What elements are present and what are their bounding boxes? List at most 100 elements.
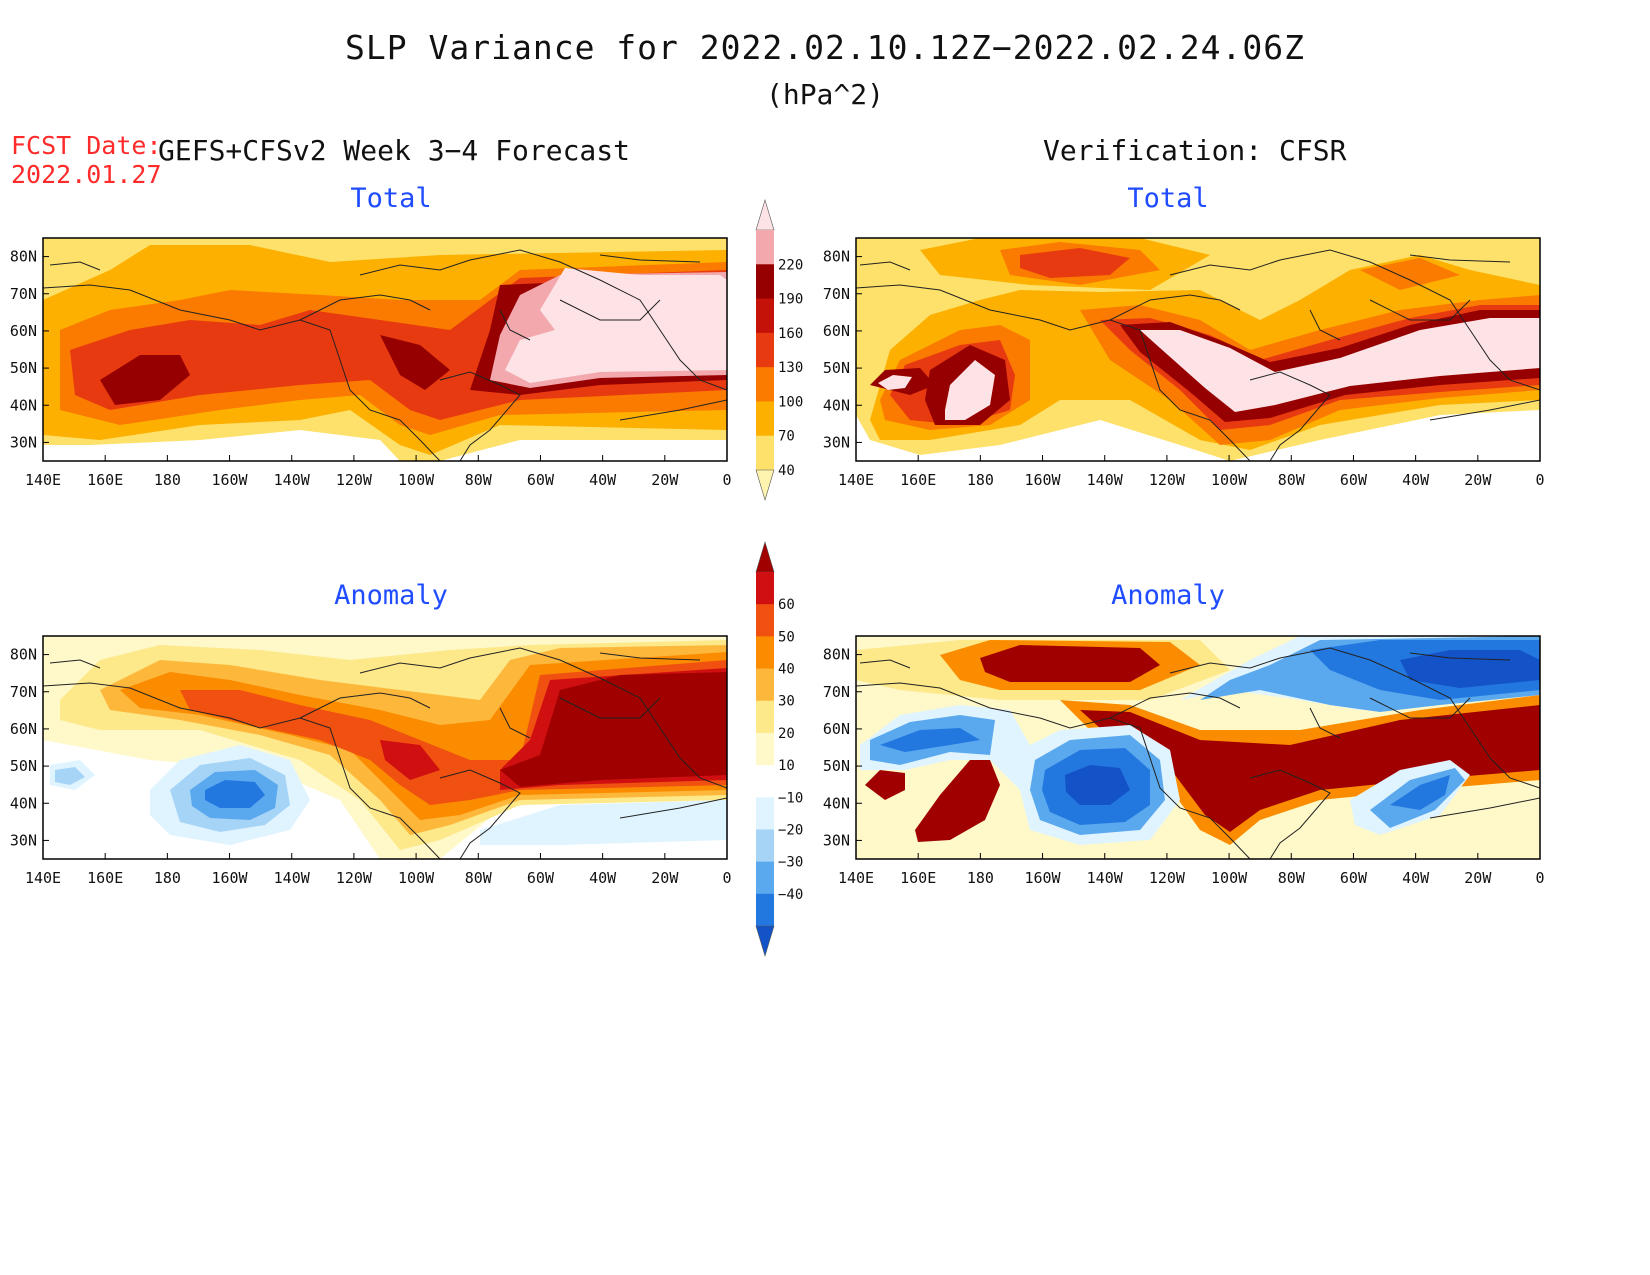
lon-label: 160E xyxy=(900,869,936,887)
colorbar-swatch xyxy=(756,332,774,368)
lon-label: 20W xyxy=(651,471,679,489)
lat-label: 40N xyxy=(823,396,850,414)
colorbar-label: −30 xyxy=(778,855,803,871)
colorbar-extend-top xyxy=(755,540,775,573)
lon-label: 0 xyxy=(1535,471,1544,489)
colorbar-label: 20 xyxy=(778,726,795,742)
figure-title: SLP Variance for 2022.02.10.12Z−2022.02.… xyxy=(345,28,1305,67)
lat-label: 60N xyxy=(10,720,37,738)
panel-title-forecast-anomaly: Anomaly xyxy=(334,580,448,611)
lon-label: 180 xyxy=(967,471,994,489)
lon-label: 120W xyxy=(336,471,373,489)
panel-title-forecast-total: Total xyxy=(350,183,432,214)
lat-label: 70N xyxy=(823,285,850,303)
lat-label: 80N xyxy=(10,646,37,664)
colorbar-label: 100 xyxy=(778,394,803,410)
lon-label: 60W xyxy=(1340,869,1368,887)
lon-label: 140W xyxy=(1087,869,1124,887)
lon-label: 0 xyxy=(722,869,731,887)
lat-label: 70N xyxy=(10,285,37,303)
lat-label: 60N xyxy=(10,322,37,340)
colorbar-label: 220 xyxy=(778,257,803,273)
lat-label: 50N xyxy=(823,359,850,377)
colorbar-label: 130 xyxy=(778,360,803,376)
colorbar-swatch xyxy=(756,765,774,798)
colorbar-swatch xyxy=(756,572,774,605)
panel-title-verification-total: Total xyxy=(1127,183,1209,214)
lat-label: 50N xyxy=(823,757,850,775)
colorbar-label: 10 xyxy=(778,758,795,774)
lon-label: 160W xyxy=(211,471,248,489)
lat-label: 50N xyxy=(10,359,37,377)
lat-label: 50N xyxy=(10,757,37,775)
colorbar-swatch xyxy=(756,604,774,637)
lon-label: 120W xyxy=(1149,471,1186,489)
lon-label: 100W xyxy=(1211,869,1248,887)
lon-label: 120W xyxy=(336,869,373,887)
colorbar-label: −20 xyxy=(778,822,803,838)
lat-label: 80N xyxy=(823,646,850,664)
lon-label: 160E xyxy=(900,471,936,489)
colorbar-swatch xyxy=(756,829,774,863)
lon-label: 40W xyxy=(589,471,617,489)
lon-label: 140E xyxy=(838,471,874,489)
lon-label: 60W xyxy=(527,471,555,489)
lat-label: 30N xyxy=(823,433,850,451)
lon-label: 160W xyxy=(1024,869,1061,887)
map-forecast-total xyxy=(42,237,728,462)
lon-label: 60W xyxy=(1340,471,1368,489)
lon-label: 0 xyxy=(1535,869,1544,887)
colorbar-swatch xyxy=(756,401,774,437)
lon-label: 80W xyxy=(465,869,493,887)
lat-label: 30N xyxy=(823,831,850,849)
lon-label: 160W xyxy=(211,869,248,887)
lon-label: 180 xyxy=(154,869,181,887)
colorbar-swatch xyxy=(756,230,774,265)
colorbar-swatch xyxy=(756,264,774,300)
colorbar-label: 60 xyxy=(778,597,795,613)
lon-label: 140W xyxy=(274,471,311,489)
lon-label: 20W xyxy=(651,869,679,887)
lat-label: 60N xyxy=(823,322,850,340)
lon-label: 160E xyxy=(87,869,123,887)
lon-label: 80W xyxy=(1278,471,1306,489)
units-label: (hPa^2) xyxy=(765,78,884,111)
lon-label: 60W xyxy=(527,869,555,887)
lon-label: 140W xyxy=(1087,471,1124,489)
lat-label: 30N xyxy=(10,831,37,849)
colorbar-swatch xyxy=(756,893,774,927)
lon-label: 40W xyxy=(1402,471,1430,489)
lat-label: 40N xyxy=(10,794,37,812)
lon-label: 140E xyxy=(838,869,874,887)
colorbar-extend-top xyxy=(755,198,775,231)
lat-label: 80N xyxy=(823,248,850,266)
colorbar-label: 30 xyxy=(778,694,795,710)
total-colorbar: 220 190 160 130 100 70 40 xyxy=(755,198,803,502)
lon-label: 140E xyxy=(25,869,61,887)
fcst-date-label: FCST Date: xyxy=(11,131,162,160)
colorbar-swatch xyxy=(756,861,774,895)
colorbar-extend-bottom xyxy=(755,469,775,502)
colorbar-swatch xyxy=(756,367,774,402)
map-forecast-anomaly xyxy=(42,635,728,860)
colorbar-label: 40 xyxy=(778,463,795,479)
lon-label: 100W xyxy=(1211,471,1248,489)
map-axis-labels: 80N 70N 60N 50N 40N 30N 140E 160E 180 160W 140W 120… xyxy=(10,248,1545,887)
colorbar-label: 40 xyxy=(778,662,795,678)
lat-label: 60N xyxy=(823,720,850,738)
colorbar-swatch xyxy=(756,668,774,702)
lon-label: 40W xyxy=(589,869,617,887)
map-verification-anomaly xyxy=(855,635,1541,860)
panel-title-verification-anomaly: Anomaly xyxy=(1111,580,1225,611)
forecast-header: GEFS+CFSv2 Week 3−4 Forecast xyxy=(158,134,631,167)
lon-label: 20W xyxy=(1464,869,1492,887)
lon-label: 40W xyxy=(1402,869,1430,887)
lon-label: 180 xyxy=(967,869,994,887)
colorbar-label: 70 xyxy=(778,429,795,445)
lon-label: 80W xyxy=(1278,869,1306,887)
lon-label: 140E xyxy=(25,471,61,489)
lon-label: 160E xyxy=(87,471,123,489)
lat-label: 70N xyxy=(823,683,850,701)
lon-label: 0 xyxy=(722,471,731,489)
lon-label: 20W xyxy=(1464,471,1492,489)
